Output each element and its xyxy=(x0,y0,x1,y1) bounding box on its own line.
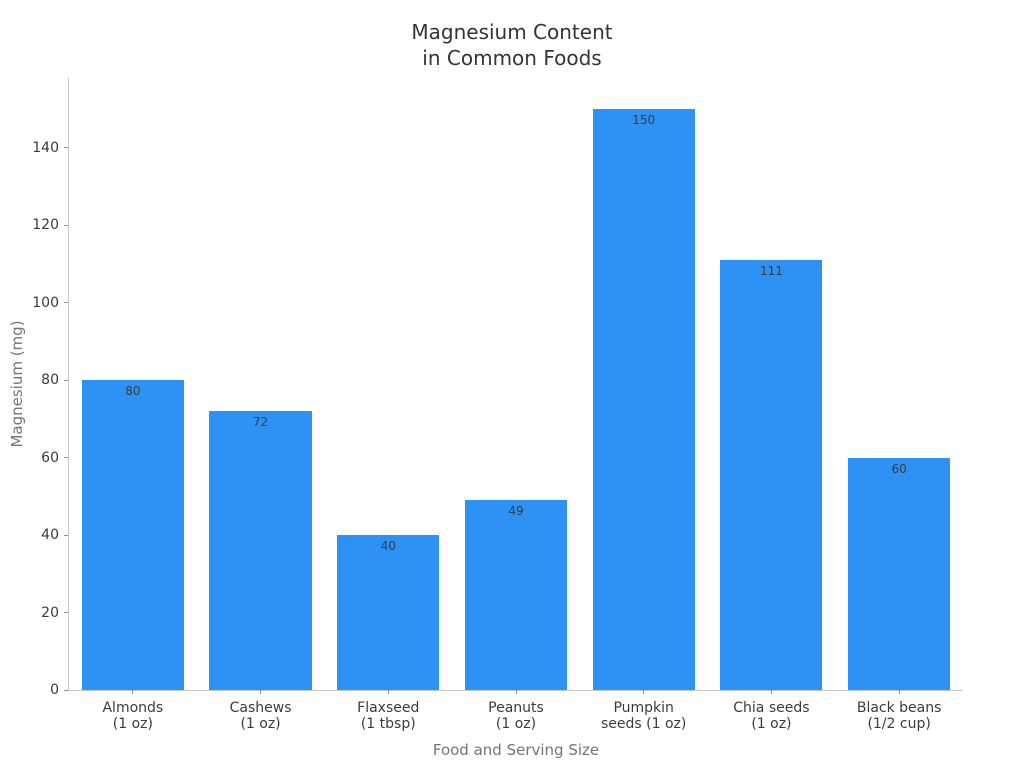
bar: 40 xyxy=(337,535,440,690)
y-tick-label: 40 xyxy=(41,527,59,544)
y-tick-mark xyxy=(64,302,68,304)
y-tick-mark xyxy=(64,612,68,614)
x-category-label: Cashews (1 oz) xyxy=(197,700,325,732)
chart-title-line-2: in Common Foods xyxy=(422,46,602,70)
x-category-label: Pumpkin seeds (1 oz) xyxy=(580,700,708,732)
bar-value-label: 150 xyxy=(632,113,656,127)
x-tick-mark xyxy=(643,690,645,694)
x-category-label: Almonds (1 oz) xyxy=(69,700,197,732)
x-category-label-line: Cashews xyxy=(229,700,292,716)
y-tick-label: 100 xyxy=(32,294,59,311)
x-category-label: Chia seeds (1 oz) xyxy=(708,700,836,732)
x-category-label-line: Pumpkin xyxy=(613,700,674,716)
x-tick-mark xyxy=(387,690,389,694)
x-category-label-line: (1 tbsp) xyxy=(360,716,416,732)
chart-title-line-1: Magnesium Content xyxy=(411,20,613,44)
x-category-label-line: Flaxseed xyxy=(357,700,420,716)
bar: 60 xyxy=(848,457,951,690)
x-category-label-line: (1 oz) xyxy=(495,716,537,732)
y-tick-label: 60 xyxy=(41,449,59,466)
y-tick-mark xyxy=(64,457,68,459)
bar-value-label: 72 xyxy=(252,415,269,430)
x-tick-mark xyxy=(898,690,900,694)
x-axis-label: Food and Serving Size xyxy=(432,741,600,759)
x-category-label: Black beans (1/2 cup) xyxy=(835,700,963,732)
x-category-label: Peanuts (1 oz) xyxy=(452,700,580,732)
bar: 72 xyxy=(209,411,312,690)
y-tick-mark xyxy=(64,534,68,536)
bar-value-label: 40 xyxy=(380,539,396,554)
x-tick-mark xyxy=(515,690,517,694)
bar-value-label: 49 xyxy=(508,504,524,519)
bar: 49 xyxy=(464,500,568,690)
y-tick-label: 20 xyxy=(41,604,59,621)
x-tick-mark xyxy=(770,690,772,694)
x-tick-mark xyxy=(132,690,134,694)
y-axis-label: Magnesium (mg) xyxy=(8,320,26,448)
x-category-label-line: seeds (1 oz) xyxy=(601,716,687,732)
x-category-label-line: Black beans xyxy=(856,700,942,716)
bar: 80 xyxy=(81,380,184,690)
y-tick-label: 80 xyxy=(41,372,59,389)
bar-value-label: 60 xyxy=(891,461,907,476)
x-category-label-line: Almonds xyxy=(102,700,164,716)
x-tick-mark xyxy=(260,690,262,694)
bar-value-label: 80 xyxy=(125,384,141,399)
x-category-label-line: Peanuts xyxy=(488,700,544,716)
y-tick-mark xyxy=(64,379,68,381)
x-category-label: Flaxseed (1 tbsp) xyxy=(324,700,452,732)
plot-area: Magnesium (mg) Food and Serving Size 0 20… xyxy=(8,78,963,759)
x-category-label-line: (1 oz) xyxy=(240,716,281,732)
x-category-label-line: (1/2 cup) xyxy=(867,716,931,732)
y-tick-mark xyxy=(64,689,68,691)
y-tick-label: 120 xyxy=(32,217,59,234)
chart-title: Magnesium Content in Common Foods xyxy=(0,19,1024,71)
y-tick-label: 140 xyxy=(32,139,59,156)
x-category-label-line: (1 oz) xyxy=(112,716,153,732)
bar: 150 xyxy=(592,109,695,690)
x-category-label-line: (1 oz) xyxy=(751,716,792,732)
x-category-label-line: Chia seeds xyxy=(733,700,810,716)
y-tick-mark xyxy=(64,224,68,226)
bar: 111 xyxy=(720,260,823,690)
y-tick-mark xyxy=(64,147,68,149)
bar-value-label: 111 xyxy=(759,264,783,279)
y-tick-label: 0 xyxy=(50,682,59,698)
